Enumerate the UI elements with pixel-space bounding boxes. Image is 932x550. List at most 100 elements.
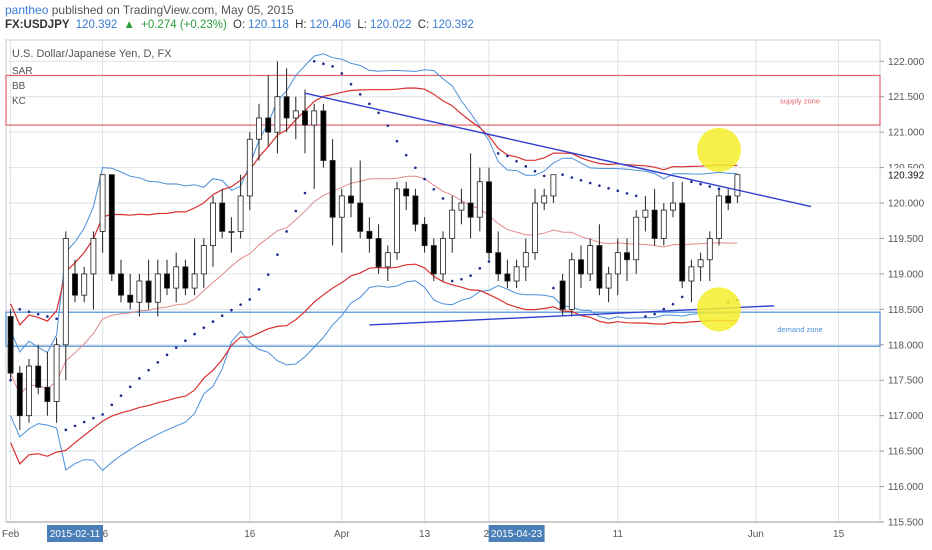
- candle-body[interactable]: [412, 195, 419, 225]
- candle-body[interactable]: [688, 266, 695, 282]
- candle-body[interactable]: [495, 252, 502, 275]
- zone-label: supply zone: [780, 96, 820, 105]
- candle-body[interactable]: [228, 230, 235, 233]
- candle-body[interactable]: [421, 223, 428, 246]
- symbol-name[interactable]: FX:USDJPY: [5, 19, 70, 31]
- candle-body[interactable]: [697, 259, 704, 268]
- candle-body[interactable]: [449, 209, 456, 239]
- candle-body[interactable]: [62, 238, 69, 346]
- candle-body[interactable]: [430, 245, 437, 275]
- candle-body[interactable]: [219, 202, 226, 232]
- candle-body[interactable]: [302, 110, 308, 126]
- candle-body[interactable]: [311, 110, 318, 126]
- candle-body[interactable]: [458, 202, 465, 211]
- candle-body[interactable]: [99, 174, 106, 232]
- candle-body[interactable]: [338, 195, 345, 218]
- candle-body[interactable]: [35, 365, 42, 388]
- bollinger-upper-line: [10, 53, 738, 354]
- sar-dot: [46, 315, 49, 318]
- candle-body[interactable]: [256, 117, 262, 140]
- candle-body[interactable]: [467, 202, 474, 218]
- candle-body[interactable]: [348, 195, 354, 204]
- candle-body[interactable]: [504, 273, 511, 282]
- sar-dot: [414, 166, 417, 170]
- candle-body[interactable]: [605, 273, 612, 289]
- candle-body[interactable]: [118, 273, 124, 296]
- candle-body[interactable]: [191, 273, 198, 289]
- sar-dot: [322, 62, 325, 66]
- candle-body[interactable]: [16, 372, 23, 417]
- candle-body[interactable]: [274, 96, 281, 133]
- candle-body[interactable]: [173, 266, 180, 289]
- sar-dot: [211, 320, 215, 323]
- candle-body[interactable]: [145, 280, 152, 303]
- y-tick-label: 118.500: [888, 305, 924, 316]
- candle-body[interactable]: [136, 280, 143, 303]
- candle-body[interactable]: [265, 117, 272, 133]
- candle-body[interactable]: [283, 96, 290, 119]
- candle-body[interactable]: [522, 252, 529, 268]
- candle-body[interactable]: [329, 160, 336, 218]
- candle-body[interactable]: [72, 273, 78, 296]
- candle-body[interactable]: [90, 238, 97, 275]
- candle-body[interactable]: [587, 245, 594, 275]
- sar-dot: [110, 403, 114, 407]
- candle-body[interactable]: [26, 365, 32, 417]
- candle-body[interactable]: [292, 110, 299, 119]
- candle-body[interactable]: [642, 209, 649, 218]
- candle-body[interactable]: [614, 252, 621, 275]
- candle-body[interactable]: [541, 195, 548, 204]
- last-price: 120.392: [75, 19, 118, 31]
- candle-body[interactable]: [154, 273, 161, 303]
- sar-dot: [671, 302, 675, 306]
- trend-line[interactable]: [304, 92, 812, 208]
- candle-body[interactable]: [357, 202, 364, 232]
- candle-body[interactable]: [670, 202, 676, 211]
- candle-body[interactable]: [633, 216, 640, 261]
- candle-body[interactable]: [550, 174, 557, 197]
- candle-body[interactable]: [476, 181, 483, 218]
- candle-body[interactable]: [624, 252, 630, 261]
- candle-body[interactable]: [182, 266, 189, 289]
- published-text: published on TradingView.com, May 05, 20…: [51, 3, 294, 17]
- candle-body[interactable]: [210, 202, 216, 246]
- candle-body[interactable]: [706, 238, 713, 261]
- candle-body[interactable]: [559, 280, 566, 310]
- sar-dot: [717, 187, 721, 191]
- symbol-ohlc-line: FX:USDJPY 120.392 ▲ +0.274 (+0.23%) O: 12…: [5, 19, 477, 31]
- candle-body[interactable]: [237, 195, 244, 232]
- candle-body[interactable]: [725, 195, 732, 204]
- candle-body[interactable]: [108, 174, 115, 275]
- candle-body[interactable]: [375, 238, 382, 268]
- candle-body[interactable]: [200, 245, 207, 275]
- candle-body[interactable]: [127, 294, 134, 303]
- candle-body[interactable]: [81, 273, 88, 296]
- candle-body[interactable]: [394, 188, 400, 254]
- sar-dot: [312, 59, 316, 63]
- candle-body[interactable]: [366, 230, 373, 239]
- y-tick-label: 121.500: [888, 92, 925, 103]
- publisher-username[interactable]: pantheo: [5, 3, 49, 17]
- candle-body[interactable]: [532, 202, 538, 254]
- candle-body[interactable]: [384, 252, 391, 268]
- candle-body[interactable]: [716, 195, 722, 239]
- sar-dot: [690, 180, 693, 184]
- candle-body[interactable]: [246, 138, 253, 197]
- candle-body[interactable]: [320, 110, 327, 161]
- candle-body[interactable]: [53, 344, 60, 402]
- candle-body[interactable]: [486, 181, 492, 254]
- candle-body[interactable]: [578, 259, 584, 275]
- candle-body[interactable]: [568, 259, 575, 310]
- candle-body[interactable]: [513, 266, 520, 282]
- candle-body[interactable]: [651, 209, 658, 239]
- candle-body[interactable]: [596, 245, 603, 289]
- candle-body[interactable]: [403, 188, 410, 197]
- candle-body[interactable]: [660, 209, 667, 239]
- candle-body[interactable]: [440, 238, 446, 275]
- candle-body[interactable]: [679, 202, 686, 282]
- candle-body[interactable]: [164, 273, 170, 289]
- candle-body[interactable]: [7, 316, 14, 374]
- candle-body[interactable]: [44, 386, 51, 402]
- candle-body[interactable]: [734, 174, 741, 197]
